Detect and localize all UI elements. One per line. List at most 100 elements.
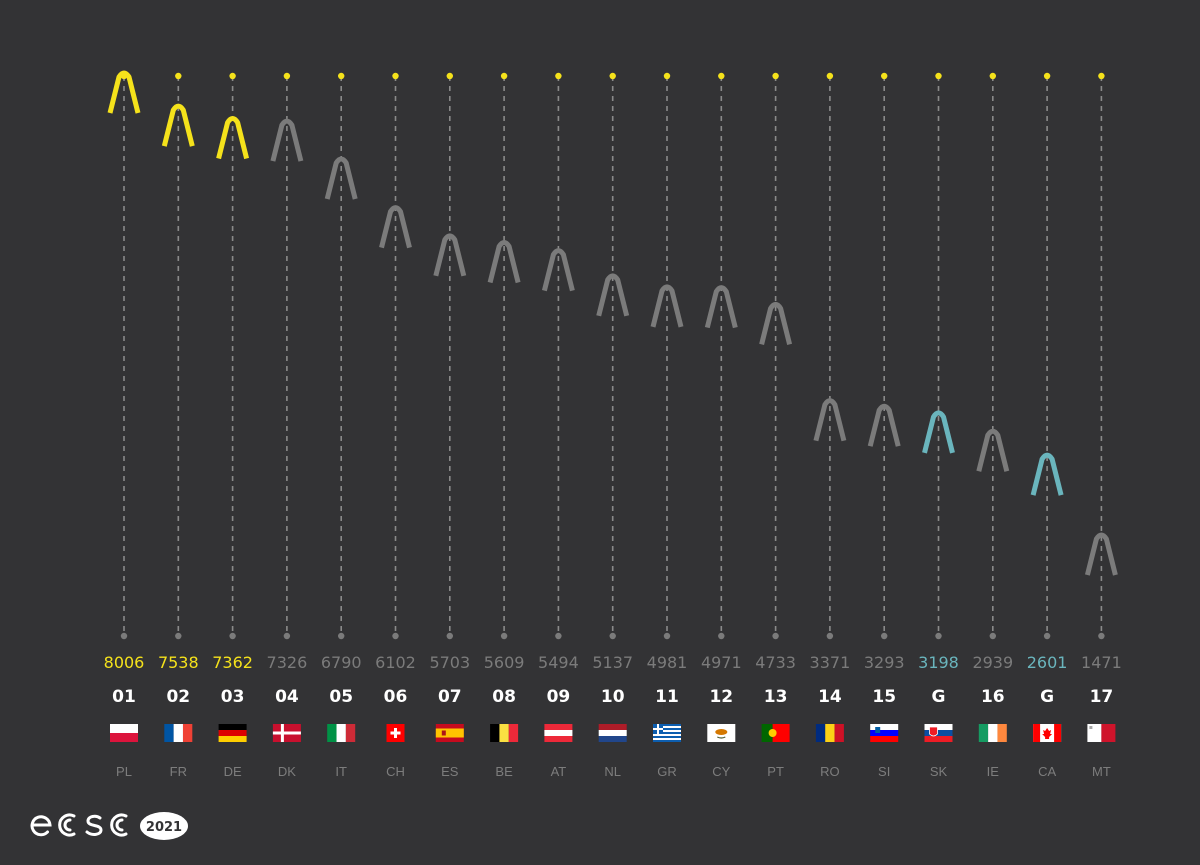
- score-label: 3293: [864, 653, 905, 672]
- score-label: 5494: [538, 653, 579, 672]
- score-label: 2939: [972, 653, 1013, 672]
- score-marker: [541, 248, 575, 292]
- score-label: 7538: [158, 653, 199, 672]
- entry-si: 3293 15 SI: [864, 72, 905, 779]
- score-label: 2601: [1027, 653, 1068, 672]
- score-label: 4971: [701, 653, 742, 672]
- score-label: 4981: [647, 653, 688, 672]
- top-dot: [283, 72, 291, 80]
- flag-gr-icon: [653, 724, 681, 742]
- score-marker: [433, 233, 467, 277]
- flag-ie-icon: [978, 724, 1007, 742]
- score-marker: [107, 70, 141, 114]
- top-dot: [175, 72, 182, 80]
- top-dot: [609, 72, 616, 80]
- score-marker: [759, 301, 793, 345]
- top-dot: [663, 72, 671, 80]
- top-dot: [1098, 72, 1105, 80]
- top-dot: [718, 72, 725, 80]
- score-marker: [704, 285, 738, 329]
- country-code: FR: [170, 764, 187, 779]
- score-marker: [976, 428, 1010, 472]
- score-marker: [596, 273, 630, 317]
- country-code: NL: [604, 764, 621, 779]
- score-marker: [379, 205, 412, 249]
- flag-cy-icon: [707, 724, 736, 742]
- score-marker: [922, 410, 955, 454]
- entry-sk: 3198 G SK: [918, 72, 959, 779]
- rank-label: 02: [166, 687, 190, 707]
- bottom-dot: [229, 632, 236, 640]
- score-marker: [1084, 532, 1118, 576]
- flag-dk-icon: [272, 724, 301, 742]
- rank-label: 07: [438, 687, 462, 707]
- country-code: PT: [767, 764, 784, 779]
- top-dot: [935, 72, 942, 80]
- logo-year: 2021: [146, 820, 182, 835]
- rank-label: 14: [818, 687, 842, 707]
- country-code: CH: [386, 764, 405, 779]
- bottom-dot: [935, 632, 942, 640]
- entry-be: 5609 08 BE: [484, 72, 525, 779]
- top-dot: [338, 72, 345, 80]
- top-dot: [555, 72, 562, 80]
- flag-si-icon: [870, 724, 899, 742]
- bottom-dot: [392, 632, 399, 640]
- bottom-dot: [175, 632, 182, 640]
- bottom-dot: [338, 632, 345, 640]
- country-code: GR: [657, 764, 677, 779]
- entry-at: 5494 09 AT: [538, 72, 579, 779]
- score-marker: [650, 284, 684, 328]
- rank-label: 08: [492, 687, 516, 707]
- score-label: 3371: [810, 653, 851, 672]
- country-code: MT: [1092, 764, 1111, 779]
- top-dot: [989, 72, 996, 80]
- score-marker: [867, 403, 901, 447]
- entry-it: 6790 05 IT: [321, 72, 362, 779]
- entry-fr: 7538 02 FR: [158, 72, 199, 779]
- flag-fr-icon: [164, 724, 193, 742]
- top-dot: [446, 72, 453, 80]
- flag-pl-icon: [110, 724, 138, 742]
- country-code: CA: [1038, 764, 1056, 779]
- country-code: CY: [712, 764, 730, 779]
- bottom-dot: [989, 632, 996, 640]
- rank-label: 12: [709, 687, 733, 707]
- top-dot: [500, 72, 508, 80]
- country-code: SK: [930, 764, 948, 779]
- rank-label: 11: [655, 687, 679, 707]
- score-label: 4733: [755, 653, 796, 672]
- score-label: 5609: [484, 653, 525, 672]
- top-dot: [826, 72, 834, 80]
- entry-pl: 8006 01 PL: [104, 70, 144, 779]
- country-code: IT: [335, 764, 347, 779]
- flag-at-icon: [544, 724, 573, 742]
- ecsc-logo: 2021 ecsc: [30, 805, 200, 850]
- country-code: PL: [116, 764, 132, 779]
- rank-label: 09: [547, 687, 571, 707]
- rank-label: 15: [872, 687, 896, 707]
- top-dot: [1043, 72, 1051, 80]
- bottom-dot: [663, 632, 671, 640]
- flag-nl-icon: [598, 724, 627, 742]
- bottom-dot: [718, 632, 725, 640]
- rank-label: G: [1040, 687, 1054, 707]
- top-dot: [229, 72, 236, 80]
- entry-gr: 4981 11 GR: [647, 72, 688, 779]
- bottom-dot: [881, 632, 888, 640]
- rank-label: 05: [329, 687, 353, 707]
- score-marker: [1030, 452, 1064, 496]
- top-dot: [881, 72, 888, 80]
- bottom-dot: [120, 632, 128, 640]
- score-label: 1471: [1081, 653, 1122, 672]
- rank-label: 06: [384, 687, 408, 707]
- score-label: 3198: [918, 653, 959, 672]
- bottom-dot: [1043, 632, 1051, 640]
- entry-dk: 7326 04 DK: [267, 72, 307, 779]
- flag-sk-icon: [924, 724, 953, 742]
- country-code: SI: [878, 764, 890, 779]
- score-marker: [813, 398, 847, 442]
- entry-de: 7362 03 DE: [212, 72, 253, 779]
- flag-ca-icon: [1033, 724, 1062, 742]
